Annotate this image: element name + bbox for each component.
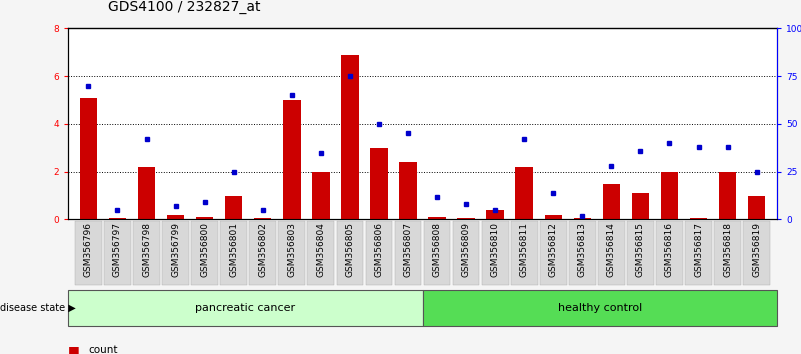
Bar (196, 217, 213, 219)
Text: GSM356796: GSM356796 (84, 222, 93, 277)
Text: GSM356809: GSM356809 (461, 222, 471, 277)
Bar (748, 195, 765, 219)
Text: GSM356815: GSM356815 (636, 222, 645, 277)
Text: GSM356807: GSM356807 (404, 222, 413, 277)
Text: GSM356816: GSM356816 (665, 222, 674, 277)
FancyBboxPatch shape (743, 221, 770, 285)
Text: GDS4100 / 232827_at: GDS4100 / 232827_at (108, 0, 260, 14)
Text: count: count (88, 346, 118, 354)
FancyBboxPatch shape (453, 221, 480, 285)
Bar (225, 195, 243, 219)
FancyBboxPatch shape (365, 221, 392, 285)
FancyBboxPatch shape (220, 221, 247, 285)
Bar (167, 215, 184, 219)
FancyBboxPatch shape (598, 221, 625, 285)
Bar (516, 167, 533, 219)
Bar (574, 218, 591, 219)
Bar (283, 100, 300, 219)
Bar (80, 98, 97, 219)
FancyBboxPatch shape (540, 221, 566, 285)
Text: GSM356810: GSM356810 (491, 222, 500, 277)
Bar (486, 210, 504, 219)
FancyBboxPatch shape (279, 221, 305, 285)
FancyBboxPatch shape (627, 221, 654, 285)
Text: GSM356819: GSM356819 (752, 222, 761, 277)
FancyBboxPatch shape (395, 221, 421, 285)
FancyBboxPatch shape (75, 221, 102, 285)
Text: GSM356811: GSM356811 (520, 222, 529, 277)
Bar (254, 218, 272, 219)
Text: GSM356808: GSM356808 (433, 222, 441, 277)
Text: GSM356805: GSM356805 (345, 222, 354, 277)
Bar (661, 172, 678, 219)
FancyBboxPatch shape (423, 290, 777, 326)
Text: GSM356806: GSM356806 (374, 222, 384, 277)
Bar (429, 217, 446, 219)
Text: disease state ▶: disease state ▶ (0, 303, 76, 313)
Text: GSM356797: GSM356797 (113, 222, 122, 277)
FancyBboxPatch shape (191, 221, 218, 285)
FancyBboxPatch shape (569, 221, 596, 285)
Text: GSM356803: GSM356803 (288, 222, 296, 277)
FancyBboxPatch shape (424, 221, 450, 285)
Bar (138, 167, 155, 219)
FancyBboxPatch shape (336, 221, 364, 285)
Bar (312, 172, 329, 219)
Text: ■: ■ (68, 344, 80, 354)
FancyBboxPatch shape (685, 221, 712, 285)
Bar (718, 172, 736, 219)
Bar (457, 218, 475, 219)
Text: GSM356804: GSM356804 (316, 222, 325, 277)
Bar (341, 55, 359, 219)
FancyBboxPatch shape (249, 221, 276, 285)
FancyBboxPatch shape (133, 221, 160, 285)
Text: GSM356812: GSM356812 (549, 222, 557, 277)
Text: GSM356799: GSM356799 (171, 222, 180, 277)
Text: GSM356817: GSM356817 (694, 222, 703, 277)
Text: GSM356818: GSM356818 (723, 222, 732, 277)
Text: GSM356800: GSM356800 (200, 222, 209, 277)
Bar (109, 218, 127, 219)
Text: GSM356802: GSM356802 (258, 222, 268, 277)
Bar (690, 218, 707, 219)
FancyBboxPatch shape (68, 290, 423, 326)
Text: GSM356813: GSM356813 (578, 222, 587, 277)
FancyBboxPatch shape (481, 221, 509, 285)
Text: pancreatic cancer: pancreatic cancer (195, 303, 296, 313)
FancyBboxPatch shape (656, 221, 682, 285)
FancyBboxPatch shape (714, 221, 741, 285)
Text: healthy control: healthy control (557, 303, 642, 313)
FancyBboxPatch shape (308, 221, 334, 285)
FancyBboxPatch shape (163, 221, 189, 285)
Bar (399, 162, 417, 219)
Bar (370, 148, 388, 219)
Text: GSM356801: GSM356801 (229, 222, 238, 277)
Text: GSM356798: GSM356798 (142, 222, 151, 277)
FancyBboxPatch shape (511, 221, 537, 285)
Text: GSM356814: GSM356814 (607, 222, 616, 277)
Bar (632, 193, 649, 219)
Bar (545, 215, 562, 219)
FancyBboxPatch shape (104, 221, 131, 285)
Bar (602, 184, 620, 219)
